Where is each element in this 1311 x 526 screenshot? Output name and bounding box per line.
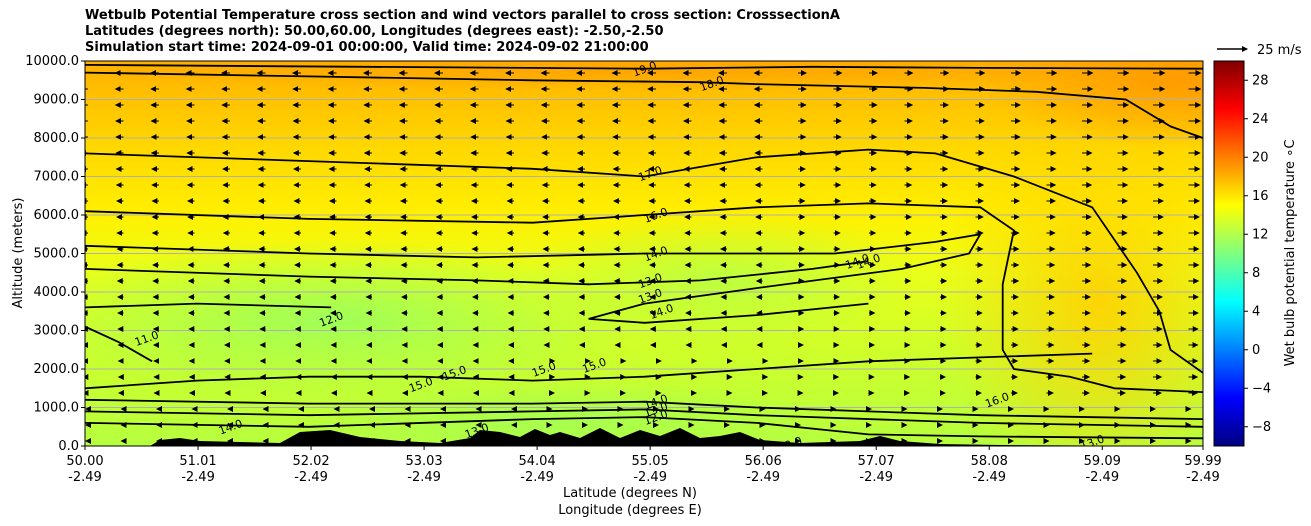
- colorbar-tick-label: 20: [1252, 150, 1269, 165]
- x-tick-label-lon: -2.49: [407, 470, 441, 485]
- x-tick-label-lat: 59.99: [1184, 454, 1221, 469]
- x-tick-label-lon: -2.49: [294, 470, 328, 485]
- contour-line: [85, 148, 1203, 374]
- colorbar-tick-label: −4: [1252, 381, 1271, 396]
- contour-line: [85, 232, 983, 324]
- y-axis-label: Altitude (meters): [11, 198, 26, 309]
- colorbar-tick-label: 4: [1252, 304, 1260, 319]
- colorbar-tick-label: 28: [1252, 73, 1269, 88]
- x-tick-label-lon: -2.49: [1085, 470, 1119, 485]
- y-tick-label: 8000.0: [34, 131, 80, 146]
- chart-title-line-1: Wetbulb Potential Temperature cross sect…: [85, 8, 840, 23]
- x-tick-label-lat: 56.06: [745, 454, 782, 469]
- colorbar-label: Wet bulb potential temperature ∘C: [1283, 140, 1298, 367]
- x-axis-label-longitude: Longitude (degrees E): [558, 503, 702, 518]
- chart-title-line-2: Latitudes (degrees north): 50.00,60.00, …: [85, 24, 664, 39]
- x-tick-label-lon: -2.49: [633, 470, 667, 485]
- x-tick-label-lat: 58.08: [971, 454, 1008, 469]
- contour-lines: 19.018.017.016.016.014.014.014.014.013.0…: [85, 61, 1203, 455]
- x-tick-label-lat: 53.03: [405, 454, 442, 469]
- y-tick-label: 9000.0: [34, 93, 80, 108]
- x-tick-label-lat: 55.05: [632, 454, 669, 469]
- y-axis: 0.0 1000.0 2000.0 3000.0 4000.0 5000.0 6000.0 7…: [25, 54, 85, 454]
- y-tick-label: 7000.0: [34, 170, 80, 185]
- y-tick-label: 1000.0: [34, 401, 80, 416]
- y-tick-label: 5000.0: [34, 247, 80, 262]
- colorbar-tick-label: 8: [1252, 266, 1260, 281]
- y-tick-label: 10000.0: [25, 54, 79, 69]
- colorbar-gradient: [1213, 61, 1245, 446]
- contour-line: [85, 408, 1203, 428]
- contour-label: 12.0: [776, 434, 803, 455]
- x-tick-label-lat: 59.09: [1084, 454, 1121, 469]
- colorbar-tick-label: 12: [1252, 227, 1269, 242]
- x-tick-label-lon: -2.49: [181, 470, 215, 485]
- y-tick-label: 3000.0: [34, 324, 80, 339]
- x-tick-label-lat: 50.00: [66, 454, 103, 469]
- colorbar-tick-label: 16: [1252, 189, 1269, 204]
- x-tick-label-lon: -2.49: [68, 470, 102, 485]
- contour-line: [85, 302, 332, 309]
- x-tick-label-lat: 52.02: [292, 454, 329, 469]
- colorbar-tick-label: −8: [1252, 420, 1271, 435]
- contour-line: [85, 202, 1203, 393]
- x-tick-label-lon: -2.49: [1186, 470, 1220, 485]
- x-axis: 50.00-2.4951.01-2.4952.02-2.4953.03-2.49…: [66, 446, 1222, 485]
- contour-line: [85, 352, 1093, 390]
- y-tick-label: 2000.0: [34, 362, 80, 377]
- colorbar-tick-label: 24: [1252, 112, 1269, 127]
- contour-line: [85, 64, 1203, 70]
- x-tick-label-lon: -2.49: [859, 470, 893, 485]
- x-tick-label-lat: 51.01: [179, 454, 216, 469]
- x-tick-label-lon: -2.49: [520, 470, 554, 485]
- temperature-field: 19.018.017.016.016.014.014.014.014.013.0…: [85, 61, 1203, 455]
- terrain: [85, 428, 1203, 446]
- x-tick-label-lat: 54.04: [519, 454, 556, 469]
- x-tick-label-lat: 57.07: [858, 454, 895, 469]
- colorbar-tick-label: 0: [1252, 343, 1260, 358]
- x-tick-label-lon: -2.49: [746, 470, 780, 485]
- y-tick-label: 0.0: [58, 439, 79, 454]
- quiver-key: 25 m/s: [1217, 43, 1302, 58]
- contour-line: [85, 416, 1203, 440]
- x-axis-label-latitude: Latitude (degrees N): [563, 486, 697, 501]
- contour-line: [85, 325, 153, 363]
- colorbar-frame: [1213, 60, 1245, 447]
- y-tick-label: 4000.0: [34, 285, 80, 300]
- y-tick-label: 6000.0: [34, 208, 80, 223]
- contour-line: [85, 71, 1203, 139]
- contour-line: [85, 398, 1203, 420]
- colorbar: −8 −4 0 4 8 12 16 20 24 28 Wet bulb potential tem…: [1213, 60, 1298, 447]
- chart-title-line-3: Simulation start time: 2024-09-01 00:00:…: [85, 40, 649, 55]
- quiver-key-label: 25 m/s: [1257, 43, 1302, 58]
- contour-line: [85, 260, 869, 286]
- x-tick-label-lon: -2.49: [972, 470, 1006, 485]
